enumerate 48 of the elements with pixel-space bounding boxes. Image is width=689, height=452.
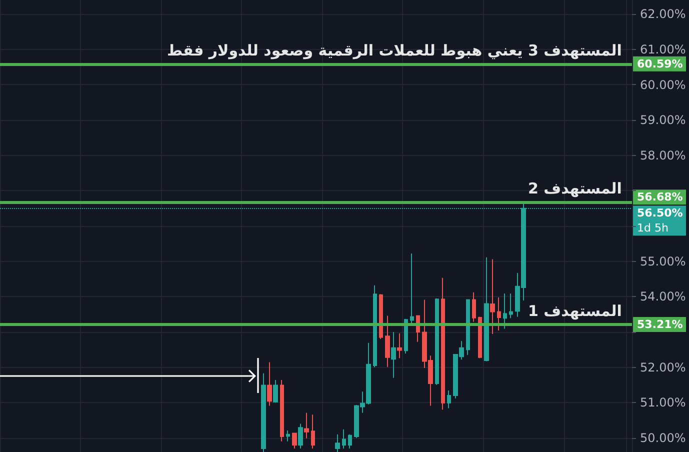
y-tick-label: 50.00% <box>640 430 686 445</box>
candlestick <box>478 316 482 359</box>
y-tick-label: 62.00% <box>640 7 686 22</box>
candlestick <box>410 253 414 325</box>
candlestick <box>298 423 303 449</box>
candlestick <box>435 298 439 386</box>
y-tick-label: 52.00% <box>640 360 686 374</box>
y-tick-label: 51.00% <box>640 396 686 410</box>
candlestick <box>261 372 266 452</box>
candlestick <box>385 315 390 368</box>
text: 56.68% <box>637 190 683 204</box>
y-tick-label: 58.00% <box>640 148 686 162</box>
candlestick <box>503 292 507 330</box>
candlestick <box>292 432 297 449</box>
candlestick <box>490 258 495 335</box>
candlestick <box>280 379 284 442</box>
text: 60.59% <box>637 57 683 70</box>
ref-line-label: المستهدف 3 يعني هبوط للعملات الرقمية وصعود للدولار فقط <box>166 41 622 60</box>
text: 56.50% <box>637 206 683 220</box>
candlestick <box>466 299 470 356</box>
candlestick <box>509 292 513 319</box>
candlestick <box>404 318 408 354</box>
candlestick <box>304 412 309 439</box>
candlestick <box>497 296 501 332</box>
candlestick <box>348 434 352 449</box>
text: 53.21% <box>637 318 683 332</box>
y-tick-label: 59.00% <box>640 113 686 128</box>
candlestick <box>472 292 476 322</box>
ref-line-label: المستهدف 1 <box>528 302 622 320</box>
candlestick <box>397 332 402 359</box>
y-tick-label: 55.00% <box>640 254 686 268</box>
candlestick <box>447 390 451 409</box>
candlestick <box>342 428 346 449</box>
candlestick <box>267 362 272 406</box>
candlestick <box>484 256 489 362</box>
candlestick <box>273 379 278 404</box>
candlestick <box>311 414 315 449</box>
legend-label: المستهدف 2 <box>528 179 622 198</box>
y-tick-label: 61.00% <box>640 42 686 56</box>
candlestick <box>335 434 340 452</box>
y-tick-label: 54.00% <box>640 290 686 304</box>
candlestick <box>379 294 383 340</box>
candlestick <box>391 331 396 378</box>
y-tick-label: 60.00% <box>640 78 686 92</box>
text: 1d 5h <box>637 222 668 235</box>
candlestick <box>373 284 377 368</box>
candlestick <box>441 277 445 410</box>
candlestick <box>286 430 290 442</box>
